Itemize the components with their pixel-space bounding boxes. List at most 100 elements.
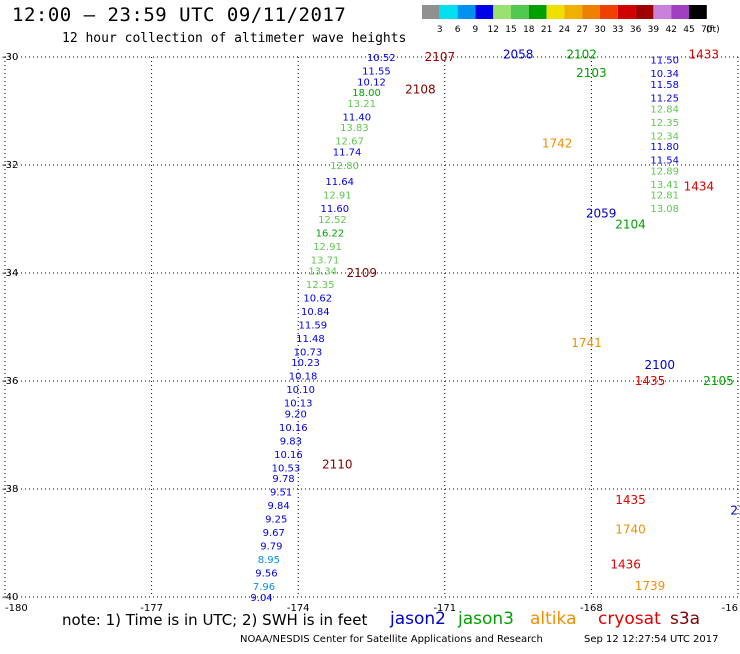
- color-swatch: [600, 5, 618, 19]
- data-point-label: 11.54: [650, 156, 679, 167]
- data-point-label: 10.73: [294, 347, 323, 358]
- color-scale-tick: 27: [576, 25, 587, 35]
- time-label: 2109: [346, 266, 377, 280]
- color-scale-tick: 21: [541, 25, 552, 35]
- time-label: 2058: [503, 47, 534, 61]
- data-point-label: 10.34: [650, 69, 679, 80]
- color-scale-tick: 12: [487, 25, 498, 35]
- data-point-label: 11.25: [650, 94, 679, 105]
- data-point-label: 12.89: [650, 166, 679, 177]
- time-label: 2110: [322, 458, 353, 472]
- data-point-label: 9.83: [280, 436, 302, 447]
- data-point-label: 9.25: [265, 515, 287, 526]
- y-tick-label: -36: [2, 376, 18, 387]
- time-label: 1434: [684, 180, 715, 194]
- color-swatch: [564, 5, 583, 19]
- color-swatch: [493, 5, 511, 19]
- data-point-label: 10.16: [279, 423, 308, 434]
- color-scale-tick: 42: [665, 25, 676, 35]
- y-tick-label: -32: [2, 160, 18, 171]
- data-point-label: 9.78: [272, 474, 294, 485]
- color-swatch: [511, 5, 529, 19]
- time-label: 2103: [576, 66, 607, 80]
- time-label: 2105: [703, 374, 734, 388]
- x-tick-label: -180: [5, 603, 28, 614]
- color-scale-tick: 70: [701, 25, 713, 35]
- data-point-label: 11.64: [325, 177, 354, 188]
- color-swatch: [528, 5, 547, 19]
- data-point-label: 10.16: [274, 450, 303, 461]
- data-point-label: 13.08: [650, 204, 679, 215]
- page-title: 12:00 – 23:59 UTC 09/11/2017: [12, 4, 347, 26]
- data-point-label: 10.53: [272, 463, 301, 474]
- time-label: 1739: [635, 579, 666, 593]
- time-label: 2108: [405, 82, 436, 96]
- data-point-label: 10.84: [301, 307, 330, 318]
- page-subtitle: 12 hour collection of altimeter wave hei…: [62, 31, 407, 46]
- data-point-label: 18.00: [352, 88, 381, 99]
- data-point-label: 11.55: [362, 67, 391, 78]
- footer-note: note: 1) Time is in UTC; 2) SWH is in fe…: [62, 611, 368, 629]
- data-point-label: 13.41: [650, 180, 679, 191]
- data-point-label: 10.10: [286, 385, 315, 396]
- data-point-label: 9.04: [250, 593, 272, 604]
- data-point-label: 12.67: [335, 137, 364, 148]
- data-point-label: 9.79: [260, 542, 282, 553]
- time-label: 1435: [635, 374, 666, 388]
- data-point-label: 12.84: [650, 104, 679, 115]
- y-tick-label: -30: [2, 52, 18, 63]
- x-tick-label: -16: [722, 603, 738, 614]
- color-swatch: [689, 5, 707, 19]
- data-point-label: 11.48: [296, 334, 325, 345]
- data-point-label: 9.67: [263, 528, 285, 539]
- color-swatch: [671, 5, 689, 19]
- time-label: 1741: [571, 336, 602, 350]
- x-tick-label: -168: [580, 603, 603, 614]
- color-swatch: [617, 5, 636, 19]
- data-point-label: 13.71: [311, 256, 340, 267]
- color-scale-tick: 6: [455, 25, 461, 35]
- data-point-label: 13.34: [308, 266, 337, 277]
- time-label: 1433: [689, 47, 720, 61]
- data-point-label: 11.50: [650, 56, 679, 67]
- data-point-label: 11.60: [321, 204, 350, 215]
- color-swatch: [582, 5, 600, 19]
- legend-entry-jason3: jason3: [458, 609, 514, 629]
- legend-entry-s3a: s3a: [670, 609, 701, 629]
- data-point-label: 10.23: [291, 358, 320, 369]
- color-scale-tick: 36: [630, 25, 642, 35]
- y-tick-label: -38: [2, 484, 18, 495]
- data-point-label: 10.52: [367, 53, 396, 64]
- color-scale-tick: 15: [505, 25, 516, 35]
- data-point-label: 13.83: [340, 123, 369, 134]
- color-swatch: [422, 5, 440, 19]
- time-label: 1436: [610, 558, 641, 572]
- color-scale-bar: 3 6 9 12 15 18 21 24 27 30 33 36 39 42 45 70(ft): [422, 5, 720, 35]
- color-scale-tick: 39: [648, 25, 660, 35]
- data-point-label: 12.80: [330, 161, 359, 172]
- y-tick-label: -34: [2, 268, 18, 279]
- data-point-label: 11.80: [650, 142, 679, 153]
- x-tick-label: -177: [140, 603, 163, 614]
- color-scale-tick: 18: [523, 25, 535, 35]
- color-swatch: [546, 5, 565, 19]
- data-point-label: 9.84: [268, 501, 290, 512]
- time-label: 21: [730, 504, 740, 518]
- color-swatch: [457, 5, 476, 19]
- color-swatch: [653, 5, 672, 19]
- data-point-label: 10.62: [303, 293, 332, 304]
- data-point-label: 13.21: [347, 99, 376, 110]
- data-point-label: 7.96: [253, 582, 275, 593]
- color-scale-tick: 3: [437, 25, 443, 35]
- data-point-label: 11.40: [343, 112, 372, 123]
- data-point-label: 12.52: [318, 215, 347, 226]
- data-point-label: 12.35: [650, 118, 679, 129]
- data-point-label: 12.34: [650, 131, 679, 142]
- color-scale-tick: 24: [559, 25, 571, 35]
- time-label: 1742: [542, 136, 573, 150]
- data-point-label: 11.59: [299, 320, 328, 331]
- footer-timestamp: Sep 12 12:27:54 UTC 2017: [584, 634, 719, 645]
- data-point-label: 11.74: [333, 148, 362, 159]
- time-label: 2104: [615, 217, 646, 231]
